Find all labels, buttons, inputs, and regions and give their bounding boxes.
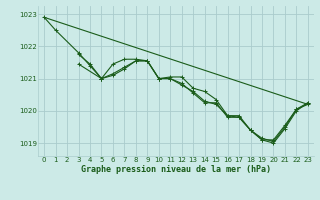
X-axis label: Graphe pression niveau de la mer (hPa): Graphe pression niveau de la mer (hPa)	[81, 165, 271, 174]
